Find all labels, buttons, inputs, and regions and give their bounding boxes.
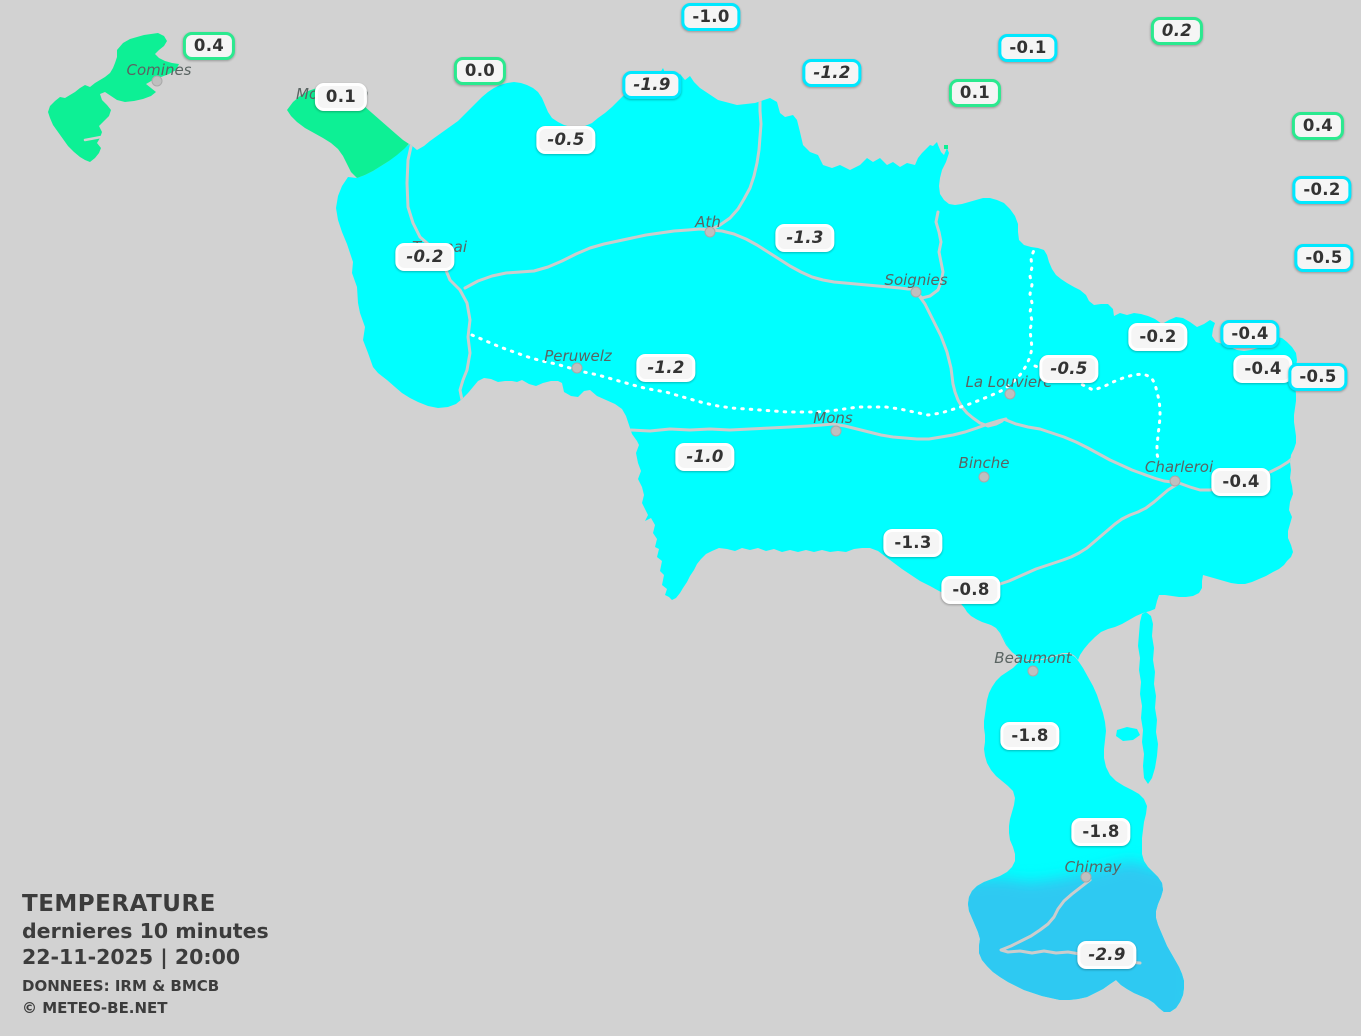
city-label: Charleroi xyxy=(1144,458,1214,476)
temp-label: 0.1 xyxy=(314,83,368,111)
map-datetime: 22-11-2025 | 20:00 xyxy=(22,945,241,969)
city-label: Peruwelz xyxy=(544,347,612,365)
temp-label: 0.4 xyxy=(1291,112,1345,140)
temp-label: -0.4 xyxy=(1211,468,1271,496)
temp-label: -0.2 xyxy=(1292,176,1352,204)
temp-label: -1.0 xyxy=(681,3,741,31)
city-dot xyxy=(151,75,163,87)
temp-label: -1.3 xyxy=(883,529,943,557)
region-small-blob xyxy=(1116,727,1140,741)
city-label: Ath xyxy=(695,213,721,231)
city-dot xyxy=(910,286,922,298)
region-main xyxy=(336,68,1297,660)
city-label: Mons xyxy=(813,409,853,427)
temp-label: -0.8 xyxy=(941,576,1001,604)
temp-label: -1.9 xyxy=(622,71,682,99)
temp-label: -1.8 xyxy=(1000,722,1060,750)
temp-label: -1.2 xyxy=(802,59,862,87)
region-comines xyxy=(48,33,179,162)
city-dot xyxy=(571,362,583,374)
temp-label: -0.5 xyxy=(1294,244,1354,272)
road xyxy=(708,228,917,291)
city-label: Soignies xyxy=(884,271,948,289)
city-label: Beaumont xyxy=(994,649,1072,667)
temp-label: -0.5 xyxy=(1288,363,1348,391)
road xyxy=(708,98,763,232)
city-label: Comines xyxy=(126,61,192,79)
city-dot xyxy=(830,425,842,437)
city-label: Binche xyxy=(958,454,1010,472)
map-title: TEMPERATURE xyxy=(22,891,216,917)
city-label: Chimay xyxy=(1064,858,1122,876)
dotted-line xyxy=(470,245,1040,417)
title-block: TEMPERATURE dernieres 10 minutes 22-11-2… xyxy=(22,891,269,1019)
temp-label: 0.1 xyxy=(948,79,1002,107)
road xyxy=(913,289,1004,428)
temp-label: -0.4 xyxy=(1220,320,1280,348)
region-east-strip xyxy=(1138,612,1158,784)
temp-label: -1.2 xyxy=(636,354,696,382)
region-hainaut xyxy=(336,68,1297,1012)
temp-label: -1.8 xyxy=(1071,818,1131,846)
city-dot xyxy=(704,226,716,238)
temp-label: 0.2 xyxy=(1150,17,1204,45)
temp-label: 0.0 xyxy=(453,57,507,85)
temp-label: 0.4 xyxy=(182,32,236,60)
temp-label: -0.2 xyxy=(1128,323,1188,351)
city-dot xyxy=(1080,871,1092,883)
temp-label: -0.2 xyxy=(395,243,455,271)
map-data-source: DONNEES: IRM & BMCB xyxy=(22,977,220,995)
temp-label: -0.5 xyxy=(1039,355,1099,383)
road xyxy=(914,210,945,300)
map-subtitle: dernieres 10 minutes xyxy=(22,919,269,943)
map-copyright: © METEO-BE.NET xyxy=(22,999,168,1017)
city-dot xyxy=(1027,665,1039,677)
border-green-speck xyxy=(944,145,948,149)
region-blue-cold xyxy=(935,861,1195,1012)
temp-label: -1.0 xyxy=(675,443,735,471)
temp-label: -0.1 xyxy=(998,34,1058,62)
city-dot xyxy=(1004,388,1016,400)
temp-label: -2.9 xyxy=(1077,941,1137,969)
city-label: La Louviere xyxy=(965,373,1053,391)
temp-label: -0.4 xyxy=(1233,355,1293,383)
comines-inner-gap xyxy=(83,135,103,142)
temp-label: -1.3 xyxy=(775,224,835,252)
city-dot xyxy=(978,471,990,483)
temp-label: -0.5 xyxy=(536,126,596,154)
city-dot xyxy=(1169,475,1181,487)
road xyxy=(463,227,712,290)
